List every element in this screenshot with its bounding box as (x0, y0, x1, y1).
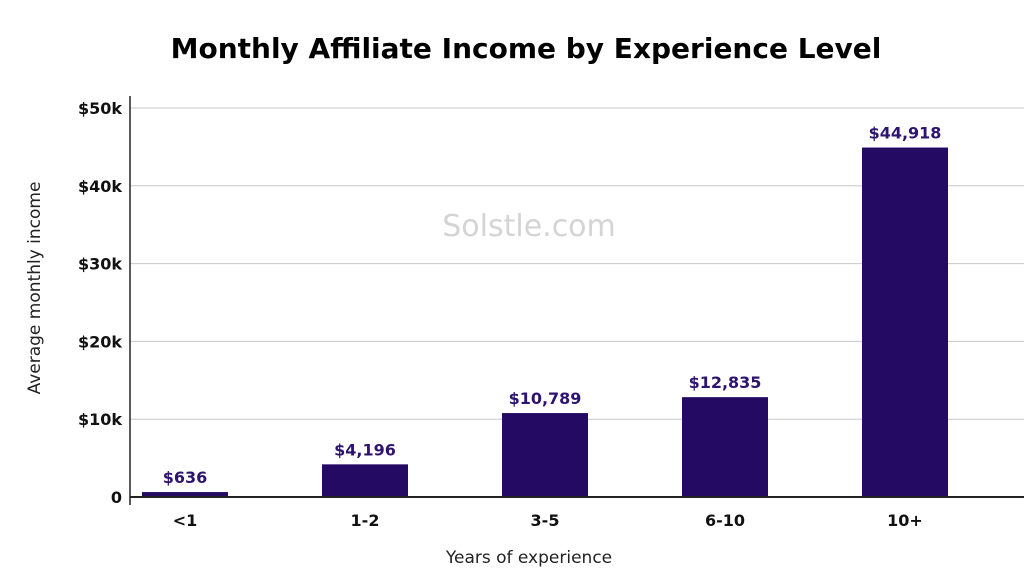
y-tick-label: $10k (78, 410, 122, 429)
data-label: $636 (163, 468, 208, 487)
x-axis-categories: <1 1-2 3-5 6-10 10+ (173, 511, 923, 530)
data-label: $4,196 (334, 440, 396, 459)
data-labels: $636 $4,196 $10,789 $12,835 $44,918 (163, 124, 942, 488)
x-tick-label: 3-5 (531, 511, 560, 530)
bar (502, 413, 588, 497)
y-tick-label: $30k (78, 255, 122, 274)
y-tick-label: $20k (78, 332, 122, 351)
bar (862, 147, 948, 497)
bar (682, 397, 768, 497)
x-tick-label: <1 (173, 511, 198, 530)
bar (322, 464, 408, 497)
y-tick-label: $50k (78, 99, 122, 118)
y-tick-label: 0 (111, 488, 122, 507)
data-label: $44,918 (869, 124, 942, 143)
bars (142, 147, 948, 497)
bar (142, 492, 228, 497)
chart-title: Monthly Affiliate Income by Experience L… (171, 32, 882, 65)
y-axis-label: Average monthly income (25, 182, 45, 395)
x-tick-label: 6-10 (705, 511, 745, 530)
x-axis-label: Years of experience (445, 548, 612, 568)
data-label: $10,789 (509, 389, 582, 408)
y-tick-label: $40k (78, 177, 122, 196)
watermark-text: Solstle.com (442, 209, 616, 244)
y-axis-ticks: 0 $10k $20k $30k $40k $50k (78, 99, 122, 507)
data-label: $12,835 (689, 373, 762, 392)
x-tick-label: 10+ (887, 511, 923, 530)
x-tick-label: 1-2 (351, 511, 380, 530)
